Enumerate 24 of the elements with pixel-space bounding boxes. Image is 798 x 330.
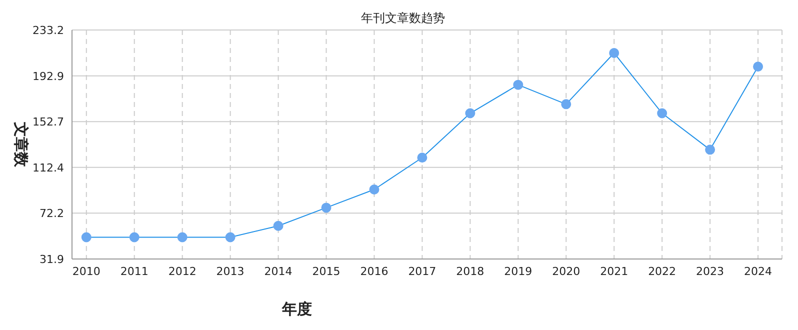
x-tick-label: 2018	[456, 264, 484, 278]
y-tick-label: 233.2	[32, 24, 64, 37]
y-tick-label: 31.9	[40, 252, 64, 266]
x-tick-label: 2023	[696, 264, 724, 278]
x-tick-label: 2014	[264, 264, 292, 278]
x-tick-label: 2010	[72, 264, 100, 278]
x-tick-label: 2013	[216, 264, 244, 278]
y-tick-label: 152.7	[32, 115, 64, 128]
x-tick-label: 2015	[312, 264, 340, 278]
y-tick-label: 112.4	[32, 161, 64, 174]
y-axis-title: 文章数	[12, 121, 30, 168]
x-tick-label: 2024	[744, 264, 772, 278]
x-tick-label: 2011	[120, 264, 148, 278]
chart-title: 年刊文章数趋势	[361, 11, 445, 25]
x-tick-label: 2016	[360, 264, 388, 278]
x-tick-label: 2020	[552, 264, 580, 278]
x-tick-label: 2022	[648, 264, 676, 278]
y-tick-label: 192.9	[32, 70, 64, 83]
x-axis-title: 年度	[281, 300, 312, 318]
x-tick-label: 2017	[408, 264, 436, 278]
x-tick-label: 2021	[600, 264, 628, 278]
x-tick-label: 2019	[504, 264, 532, 278]
x-tick-label: 2012	[168, 264, 196, 278]
y-tick-label: 72.2	[40, 207, 64, 220]
